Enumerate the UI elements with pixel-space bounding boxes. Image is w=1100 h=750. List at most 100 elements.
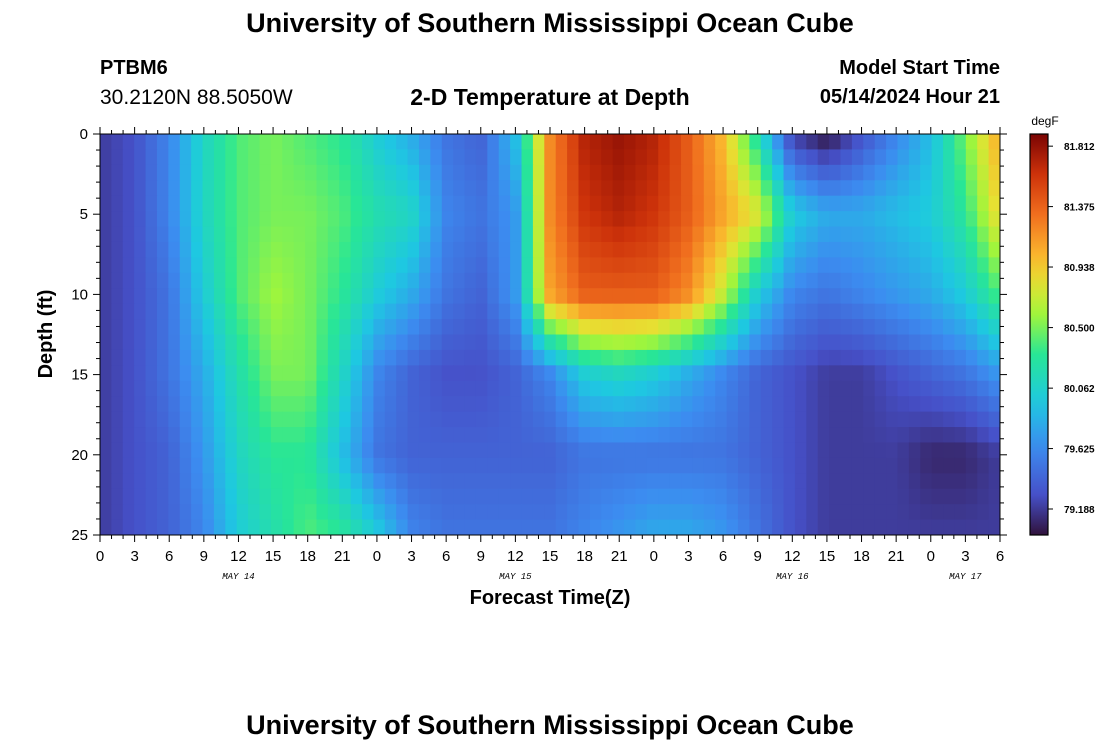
heatmap-cell bbox=[510, 442, 523, 459]
x-tick-label: 18 bbox=[299, 548, 316, 565]
heatmap-cell bbox=[829, 180, 842, 197]
heatmap-cell bbox=[840, 380, 853, 397]
heatmap-cell bbox=[293, 180, 306, 197]
heatmap-cell bbox=[213, 488, 226, 505]
heatmap-cell bbox=[567, 519, 580, 535]
heatmap-cell bbox=[794, 226, 807, 243]
heatmap-cell bbox=[384, 303, 397, 320]
heatmap-cell bbox=[544, 257, 557, 274]
heatmap-cell bbox=[305, 272, 318, 289]
heatmap-cell bbox=[213, 519, 226, 535]
heatmap-cell bbox=[350, 396, 363, 413]
heatmap-cell bbox=[464, 488, 477, 505]
heatmap-cell bbox=[851, 149, 864, 166]
heatmap-cell bbox=[783, 427, 796, 444]
heatmap-cell bbox=[248, 288, 261, 305]
heatmap-cell bbox=[475, 473, 488, 490]
heatmap-cell bbox=[236, 149, 249, 166]
heatmap-cell bbox=[920, 427, 933, 444]
heatmap-cell bbox=[179, 519, 192, 535]
heatmap-cell bbox=[829, 195, 842, 212]
heatmap-cell bbox=[612, 180, 625, 197]
heatmap-cell bbox=[908, 457, 921, 474]
heatmap-cell bbox=[897, 319, 910, 336]
heatmap-cell bbox=[339, 149, 352, 166]
heatmap-cell bbox=[202, 427, 215, 444]
heatmap-cell bbox=[965, 226, 978, 243]
heatmap-cell bbox=[134, 365, 147, 382]
heatmap-cell bbox=[612, 211, 625, 228]
heatmap-cell bbox=[908, 504, 921, 521]
heatmap-cell bbox=[726, 334, 739, 351]
heatmap-cell bbox=[100, 334, 112, 351]
heatmap-cell bbox=[920, 241, 933, 258]
heatmap-cell bbox=[988, 257, 1000, 274]
heatmap-cell bbox=[248, 257, 261, 274]
heatmap-cell bbox=[908, 149, 921, 166]
heatmap-cell bbox=[794, 241, 807, 258]
heatmap-cell bbox=[191, 288, 204, 305]
heatmap-cell bbox=[931, 180, 944, 197]
heatmap-cell bbox=[122, 334, 135, 351]
heatmap-cell bbox=[168, 442, 181, 459]
heatmap-cell bbox=[692, 226, 705, 243]
heatmap-cell bbox=[578, 241, 591, 258]
heatmap-cell bbox=[430, 457, 443, 474]
heatmap-cell bbox=[305, 457, 318, 474]
heatmap-cell bbox=[327, 226, 340, 243]
heatmap-cell bbox=[475, 442, 488, 459]
x-tick-label: 9 bbox=[477, 548, 485, 565]
heatmap-cell bbox=[350, 442, 363, 459]
heatmap-cell bbox=[703, 504, 716, 521]
heatmap-cell bbox=[418, 319, 431, 336]
heatmap-cell bbox=[430, 164, 443, 181]
heatmap-cell bbox=[213, 396, 226, 413]
x-tick-label: 0 bbox=[650, 548, 658, 565]
heatmap-cell bbox=[339, 334, 352, 351]
heatmap-cell bbox=[373, 334, 386, 351]
heatmap-cell bbox=[931, 380, 944, 397]
heatmap-cell bbox=[794, 488, 807, 505]
heatmap-cell bbox=[373, 180, 386, 197]
heatmap-cell bbox=[202, 149, 215, 166]
heatmap-cell bbox=[931, 519, 944, 535]
heatmap-cell bbox=[236, 427, 249, 444]
heatmap-cell bbox=[339, 488, 352, 505]
heatmap-cell bbox=[418, 211, 431, 228]
heatmap-cell bbox=[567, 149, 580, 166]
heatmap-cell bbox=[737, 226, 750, 243]
heatmap-cell bbox=[874, 488, 887, 505]
heatmap-cell bbox=[510, 288, 523, 305]
heatmap-cell bbox=[931, 303, 944, 320]
heatmap-cell bbox=[156, 272, 169, 289]
heatmap-cell bbox=[100, 380, 112, 397]
heatmap-cell bbox=[498, 149, 511, 166]
heatmap-cell bbox=[840, 288, 853, 305]
heatmap-cell bbox=[908, 241, 921, 258]
heatmap-cell bbox=[453, 349, 466, 366]
heatmap-cell bbox=[225, 164, 238, 181]
heatmap-cell bbox=[521, 149, 534, 166]
heatmap-cell bbox=[589, 488, 602, 505]
heatmap-cell bbox=[920, 504, 933, 521]
heatmap-cell bbox=[749, 349, 762, 366]
heatmap-cell bbox=[658, 272, 671, 289]
heatmap-cell bbox=[362, 380, 375, 397]
heatmap-cell bbox=[396, 349, 409, 366]
heatmap-cell bbox=[510, 457, 523, 474]
heatmap-cell bbox=[567, 195, 580, 212]
heatmap-cell bbox=[863, 380, 876, 397]
heatmap-cell bbox=[931, 149, 944, 166]
heatmap-cell bbox=[111, 442, 124, 459]
heatmap-cell bbox=[624, 164, 637, 181]
heatmap-cell bbox=[350, 211, 363, 228]
heatmap-cell bbox=[191, 411, 204, 428]
heatmap-cell bbox=[168, 427, 181, 444]
heatmap-cell bbox=[475, 288, 488, 305]
heatmap-cell bbox=[920, 303, 933, 320]
heatmap-cell bbox=[282, 288, 295, 305]
heatmap-cell bbox=[874, 504, 887, 521]
heatmap-cell bbox=[908, 195, 921, 212]
heatmap-cell bbox=[851, 288, 864, 305]
heatmap-cell bbox=[874, 211, 887, 228]
